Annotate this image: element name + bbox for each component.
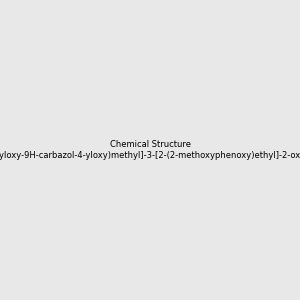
Text: Chemical Structure
5-[(3-Benzoyloxy-9H-carbazol-4-yloxy)methyl]-3-[2-(2-methoxyp: Chemical Structure 5-[(3-Benzoyloxy-9H-c… — [0, 140, 300, 160]
